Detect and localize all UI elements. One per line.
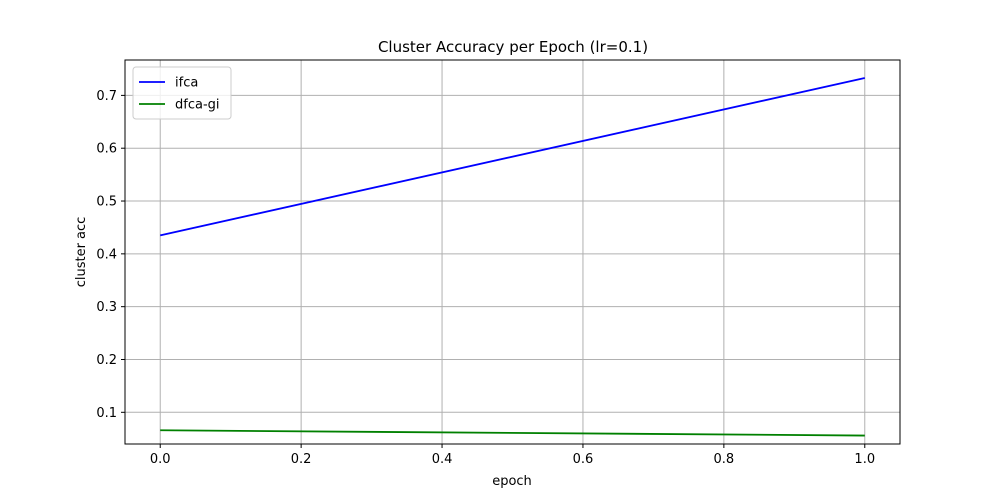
series-group [160, 77, 865, 437]
legend: ifca dfca-gi [132, 66, 232, 120]
y-tick-label: 0.2 [96, 353, 117, 368]
x-tick-label: 0.4 [432, 452, 453, 467]
y-tick-label: 0.5 [96, 195, 117, 210]
y-tick-label: 0.4 [96, 247, 117, 262]
x-tick-label: 1.0 [854, 452, 875, 467]
series-line-dfca-gi [160, 429, 865, 437]
legend-label-ifca: ifca [175, 76, 198, 91]
grid [125, 60, 900, 444]
x-tick-label: 0.2 [291, 452, 312, 467]
y-tick-label: 0.6 [96, 142, 117, 157]
y-tick-label: 0.3 [96, 300, 117, 315]
y-tick-label: 0.1 [96, 406, 117, 421]
legend-frame [132, 66, 232, 120]
chart-title: Cluster Accuracy per Epoch (lr=0.1) [378, 38, 648, 56]
x-tick-label: 0.6 [573, 452, 594, 467]
legend-label-dfca-gi: dfca-gi [175, 98, 220, 113]
ticks: 0.0 0.2 0.4 0.6 0.8 1.0 0.1 0.2 0.3 0.4 0.5 0.6 0.7 [96, 89, 875, 467]
x-axis-label: epoch [492, 474, 532, 489]
x-tick-label: 0.0 [150, 452, 171, 467]
series-line-ifca [160, 77, 865, 237]
x-tick-label: 0.8 [714, 452, 735, 467]
plot-area-frame [124, 59, 901, 445]
y-tick-label: 0.7 [96, 89, 117, 104]
y-axis-label: cluster acc [74, 217, 89, 288]
